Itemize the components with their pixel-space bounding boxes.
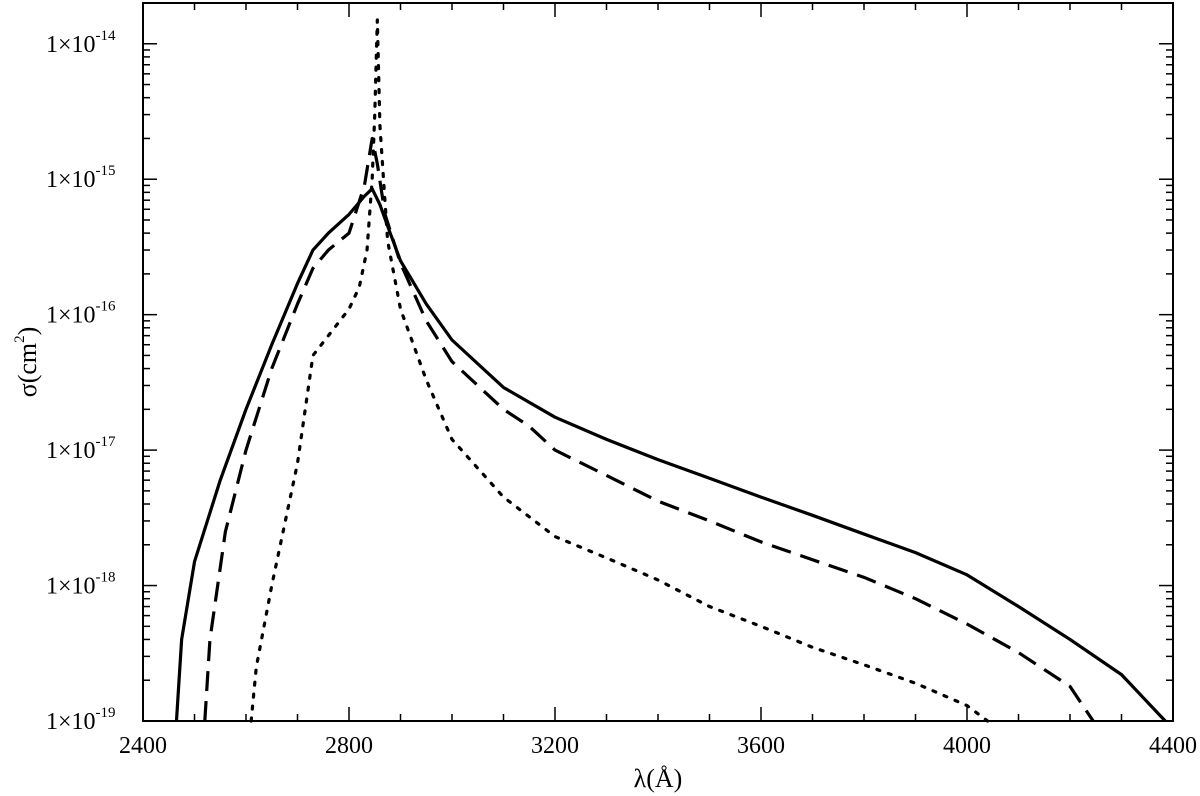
series-line-dashed: [203, 136, 1095, 722]
y-tick-label: 1×10-14: [46, 28, 116, 58]
tick-marks: [142, 2, 1174, 722]
y-tick-label: 1×10-19: [46, 705, 116, 735]
y-axis-title-main: σ(cm: [13, 343, 42, 397]
y-tick-label: 1×10-15: [46, 163, 116, 193]
y-tick-labels: 1×10-19 1×10-18 1×10-17 1×10-16 1×10-15 1×10-…: [46, 28, 116, 735]
x-axis-title: λ(Å): [634, 764, 683, 793]
series-lines: [174, 18, 1167, 723]
y-tick-label: 1×10-17: [46, 434, 116, 464]
y-axis-title: σ(cm2): [12, 327, 42, 398]
series-line-dotted: [249, 18, 990, 723]
y-tick-label: 1×10-18: [46, 570, 116, 600]
y-axis-title-close: ): [13, 327, 42, 336]
x-tick-label: 4000: [943, 733, 991, 759]
plot-frame: [142, 2, 1174, 722]
x-tick-labels: 2400 2800 3200 3600 4000 4400: [119, 733, 1197, 759]
y-tick-label: 1×10-16: [46, 299, 116, 329]
series-line-solid: [174, 187, 1167, 723]
x-tick-label: 4400: [1149, 733, 1197, 759]
y-axis-title-exponent: 2: [12, 335, 28, 343]
x-tick-label: 3200: [531, 733, 579, 759]
x-tick-label: 2400: [119, 733, 167, 759]
x-tick-label: 2800: [325, 733, 373, 759]
x-tick-label: 3600: [737, 733, 785, 759]
